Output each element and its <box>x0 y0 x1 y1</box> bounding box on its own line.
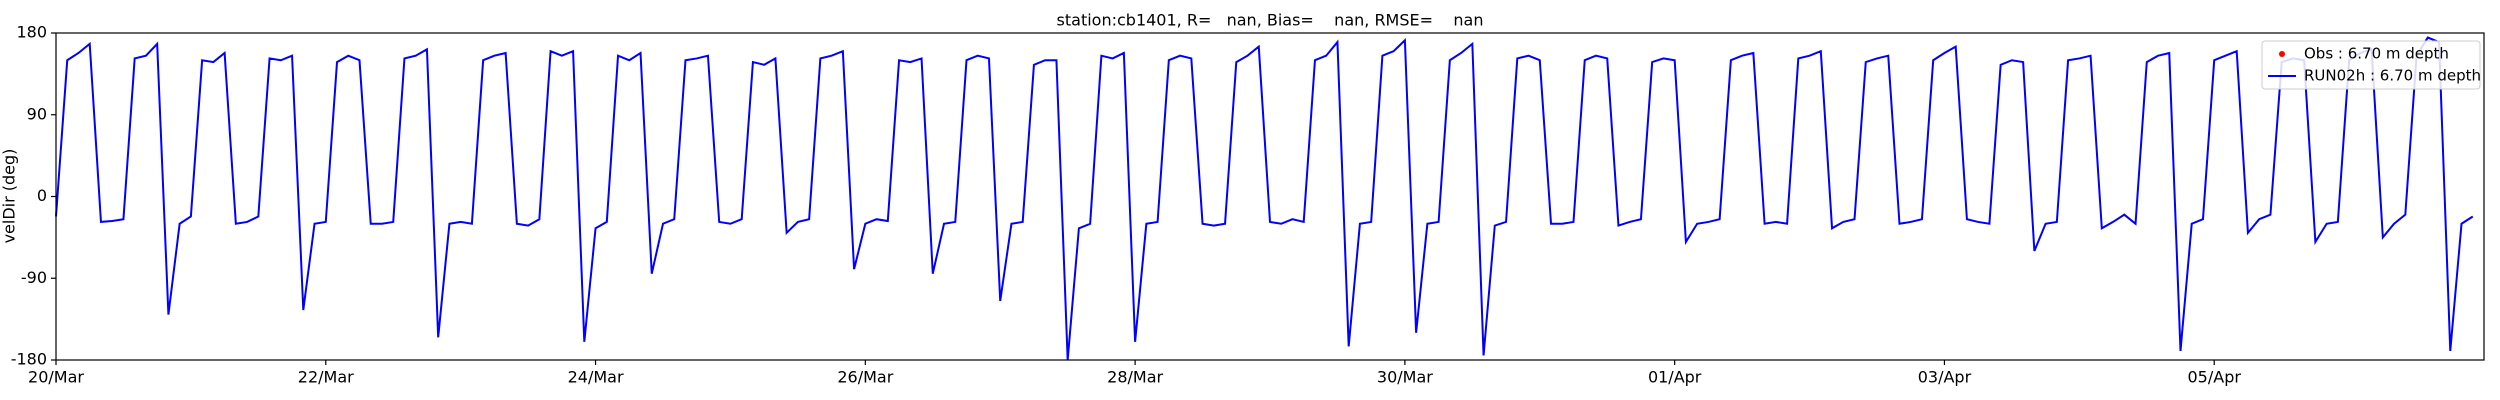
legend-marker <box>2279 51 2285 57</box>
series-line <box>55 36 2474 361</box>
x-tick-label: 01/Apr <box>1648 368 1702 387</box>
y-tick-label: 180 <box>16 23 47 42</box>
legend-box <box>2261 40 2481 90</box>
x-tick-label: 22/Mar <box>298 368 354 387</box>
x-tick-label: 26/Mar <box>837 368 893 387</box>
y-tick-label: 0 <box>37 186 47 205</box>
y-tick-label: -90 <box>21 268 47 287</box>
x-tick-label: 30/Mar <box>1377 368 1433 387</box>
y-axis-label: velDir (deg) <box>0 149 19 244</box>
legend-label: Obs : 6.70 m depth <box>2304 45 2449 63</box>
x-tick-label: 20/Mar <box>28 368 84 387</box>
legend: Obs : 6.70 m depth RUN02h : 6.70 m depth <box>2261 40 2481 90</box>
plot-frame <box>55 32 2485 361</box>
x-tick-label: 05/Apr <box>2188 368 2242 387</box>
y-tick-label: 90 <box>27 104 47 123</box>
x-tick-label: 28/Mar <box>1107 368 1163 387</box>
chart-title: station:cb1401, R= nan, Bias= nan, RMSE=… <box>1057 11 1484 30</box>
legend-label: RUN02h : 6.70 m depth <box>2304 67 2481 85</box>
y-tick-label: -180 <box>11 350 47 369</box>
x-tick-label: 24/Mar <box>568 368 624 387</box>
x-tick-label: 03/Apr <box>1918 368 1972 387</box>
